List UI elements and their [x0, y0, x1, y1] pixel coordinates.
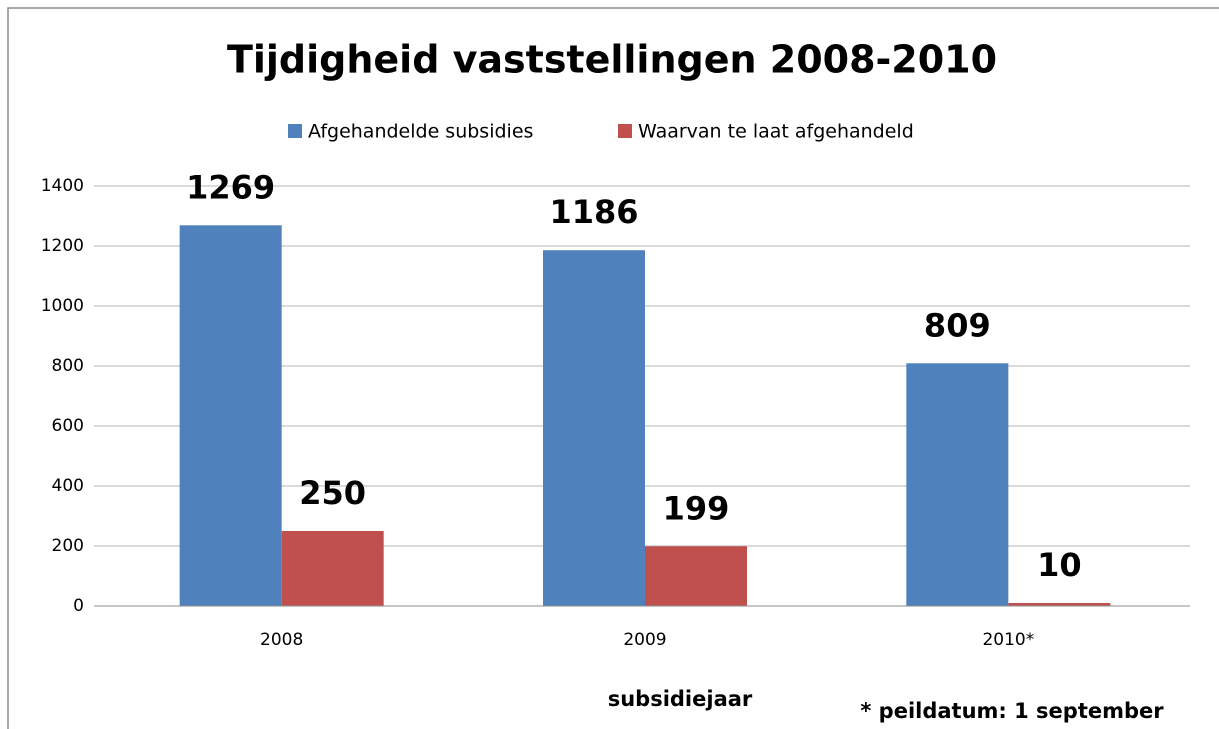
legend-label: Waarvan te laat afgehandeld [638, 121, 914, 143]
legend-swatch [618, 124, 632, 138]
y-tick-label: 600 [52, 416, 84, 436]
bar [179, 225, 282, 607]
y-tick-label: 800 [52, 356, 84, 376]
value-label: 250 [299, 474, 366, 512]
x-axis-label: subsidiejaar [608, 687, 753, 711]
y-tick-label: 400 [52, 476, 84, 496]
bar [906, 363, 1009, 606]
x-tick-label: 2009 [623, 630, 666, 650]
legend-label: Afgehandelde subsidies [308, 121, 533, 143]
bar [281, 531, 384, 606]
y-tick-label: 1400 [41, 176, 84, 196]
y-tick-label: 1200 [41, 236, 84, 256]
value-label: 1269 [186, 168, 275, 206]
x-tick-label: 2008 [260, 630, 303, 650]
y-tick-label: 1000 [41, 296, 84, 316]
value-label: 199 [663, 489, 730, 527]
legend-swatch [288, 124, 302, 138]
y-tick-label: 0 [73, 596, 84, 616]
value-label: 809 [924, 306, 991, 344]
annotation: * peildatum: 1 september [860, 699, 1164, 723]
bar [543, 250, 645, 606]
bar [645, 546, 747, 606]
value-label: 10 [1037, 546, 1082, 584]
bar [1008, 603, 1111, 606]
chart-title: Tijdigheid vaststellingen 2008-2010 [227, 38, 997, 82]
y-tick-label: 200 [52, 536, 84, 556]
x-tick-label: 2010* [982, 630, 1034, 650]
value-label: 1186 [549, 193, 638, 231]
